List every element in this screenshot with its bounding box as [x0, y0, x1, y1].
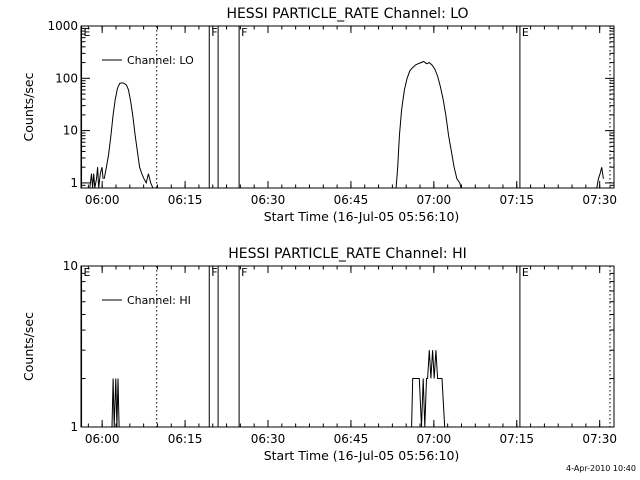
series-line-segment [111, 378, 120, 427]
x-tick-label: 07:30 [582, 193, 617, 207]
event-marker-label: E [522, 266, 529, 279]
legend-label: Channel: LO [127, 54, 194, 67]
x-tick-label: 06:30 [251, 432, 286, 446]
y-axis-label: Counts/sec [21, 72, 36, 141]
x-tick-label: 06:00 [85, 193, 120, 207]
legend-label: Channel: HI [127, 294, 191, 307]
y-tick-label: 1000 [47, 19, 78, 33]
series-line-segment [395, 60, 462, 188]
y-tick-label: 1 [70, 420, 78, 434]
event-marker-label: F [211, 266, 217, 279]
x-tick-label: 07:30 [582, 432, 617, 446]
y-tick-label: 10 [63, 259, 78, 273]
series-line-segment [596, 167, 604, 188]
event-marker-label: E [522, 26, 529, 39]
x-tick-label: 07:15 [499, 193, 534, 207]
plot-frame [80, 265, 615, 428]
event-marker-label: E [84, 266, 91, 279]
y-tick-label: 10 [63, 124, 78, 138]
event-marker-label: F [241, 26, 247, 39]
x-tick-label: 07:00 [417, 193, 452, 207]
event-marker-label: F [211, 26, 217, 39]
plot-frame [80, 25, 615, 189]
x-tick-label: 06:00 [85, 432, 120, 446]
x-tick-label: 07:00 [417, 432, 452, 446]
x-tick-label: 06:30 [251, 193, 286, 207]
series-line-segment [103, 82, 154, 188]
print-timestamp: 4-Apr-2010 10:40 [566, 464, 636, 473]
chart-panel-lo: HESSI PARTICLE_RATE Channel: LO Start Tim… [21, 6, 617, 224]
x-tick-label: 06:45 [334, 432, 369, 446]
x-tick-label: 07:15 [499, 432, 534, 446]
x-axis-label: Start Time (16-Jul-05 05:56:10) [264, 209, 460, 224]
y-tick-label: 1 [70, 176, 78, 190]
series-line-segment [89, 167, 104, 188]
event-marker-label: E [84, 26, 91, 39]
chart-panel-hi: HESSI PARTICLE_RATE Channel: HI Start Tim… [21, 246, 617, 463]
y-axis-label: Counts/sec [21, 312, 36, 381]
x-tick-label: 06:15 [168, 432, 203, 446]
y-tick-label: 100 [55, 71, 78, 85]
series-line-segment [411, 350, 449, 427]
event-marker-label: F [241, 266, 247, 279]
x-axis-label: Start Time (16-Jul-05 05:56:10) [264, 448, 460, 463]
x-tick-label: 06:15 [168, 193, 203, 207]
chart-title: HESSI PARTICLE_RATE Channel: LO [226, 6, 468, 22]
chart-title: HESSI PARTICLE_RATE Channel: HI [228, 246, 466, 262]
x-tick-label: 06:45 [334, 193, 369, 207]
